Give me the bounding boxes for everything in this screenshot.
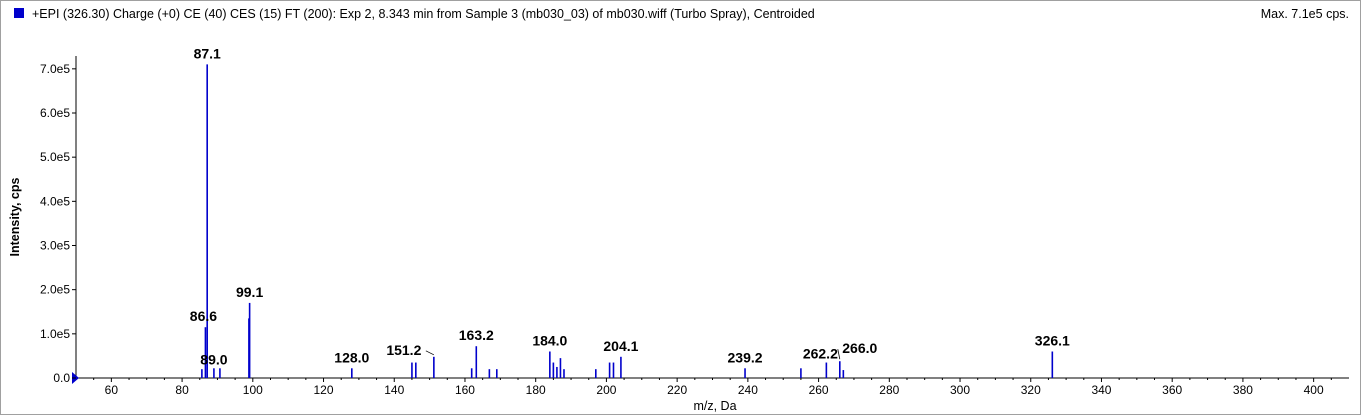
x-tick-label: 320 — [1021, 383, 1041, 397]
x-tick-label: 180 — [526, 383, 546, 397]
y-tick-label: 4.0e5 — [40, 194, 70, 208]
peak-label: 204.1 — [603, 338, 638, 354]
y-tick-label: 5.0e5 — [40, 150, 70, 164]
peak-label: 266.0 — [842, 340, 877, 356]
peak-label: 151.2 — [386, 342, 421, 358]
spectrum-title: +EPI (326.30) Charge (+0) CE (40) CES (1… — [32, 7, 815, 21]
y-tick-label: 3.0e5 — [40, 239, 70, 253]
y-tick-label: 7.0e5 — [40, 62, 70, 76]
peak-label-leader — [837, 349, 841, 360]
x-tick-label: 140 — [384, 383, 404, 397]
x-tick-label: 60 — [105, 383, 119, 397]
x-tick-label: 240 — [738, 383, 758, 397]
x-tick-label: 380 — [1233, 383, 1253, 397]
x-tick-label: 340 — [1091, 383, 1111, 397]
peak-label-leader — [425, 350, 435, 356]
peak-label: 86.6 — [190, 308, 217, 324]
y-tick-label: 2.0e5 — [40, 283, 70, 297]
peak-label: 99.1 — [236, 284, 263, 300]
peak-label: 184.0 — [532, 333, 567, 349]
x-tick-label: 120 — [314, 383, 334, 397]
y-tick-label: 1.0e5 — [40, 327, 70, 341]
x-tick-label: 400 — [1304, 383, 1324, 397]
y-tick-label: 6.0e5 — [40, 106, 70, 120]
peak-label: 239.2 — [728, 349, 763, 365]
peak-label: 87.1 — [194, 45, 221, 61]
peak-label: 262.2 — [803, 346, 838, 362]
x-tick-label: 220 — [667, 383, 687, 397]
peak-label: 163.2 — [459, 327, 494, 343]
peak-label: 326.1 — [1035, 333, 1070, 349]
peak-label: 128.0 — [334, 349, 369, 365]
y-tick-label: 0.0 — [53, 371, 70, 385]
peak-label: 89.0 — [200, 351, 227, 367]
series-color-marker — [14, 8, 24, 18]
x-tick-label: 100 — [243, 383, 263, 397]
x-axis-label: m/z, Da — [693, 399, 737, 413]
y-axis-label: Intensity, cps — [8, 177, 22, 257]
x-tick-label: 160 — [455, 383, 475, 397]
x-tick-label: 200 — [596, 383, 616, 397]
max-intensity-label: Max. 7.1e5 cps. — [1260, 7, 1349, 21]
x-tick-label: 360 — [1162, 383, 1182, 397]
x-tick-label: 280 — [879, 383, 899, 397]
x-tick-label: 80 — [175, 383, 189, 397]
x-tick-label: 260 — [809, 383, 829, 397]
x-tick-label: 300 — [950, 383, 970, 397]
